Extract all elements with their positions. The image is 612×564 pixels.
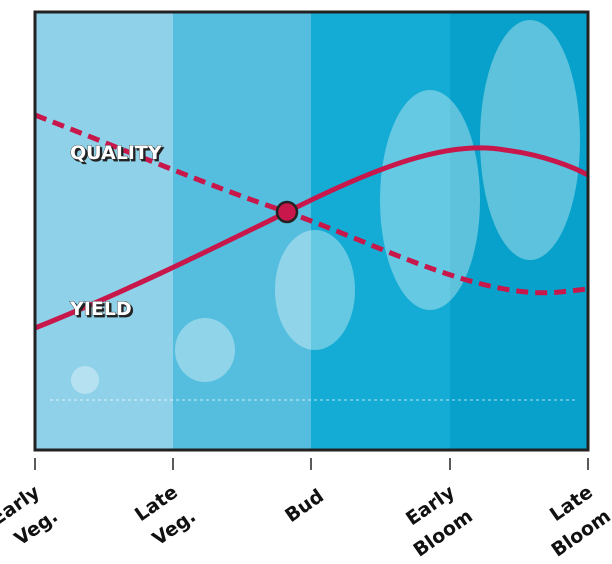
band xyxy=(35,12,173,450)
band xyxy=(450,12,588,450)
tree xyxy=(275,230,355,350)
tree xyxy=(380,90,480,310)
tree xyxy=(480,20,580,260)
tree-illustrations xyxy=(50,20,580,401)
intersection-point xyxy=(275,200,299,224)
yield-label: YIELD xyxy=(69,298,132,320)
frame xyxy=(33,10,590,452)
band xyxy=(311,12,450,450)
stage-label: Bud xyxy=(281,485,328,527)
band xyxy=(173,12,311,450)
quality-label: QUALITY xyxy=(70,142,162,164)
background-bands xyxy=(35,12,588,450)
tree xyxy=(71,366,99,394)
yield-curve xyxy=(34,145,590,331)
tree xyxy=(175,318,235,382)
